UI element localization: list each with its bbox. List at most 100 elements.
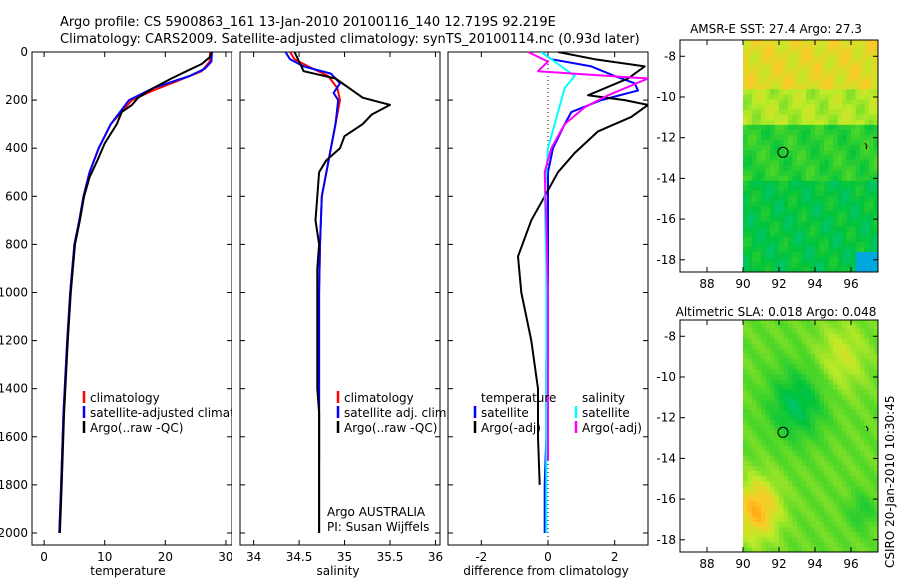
heatmap-cell [851, 358, 856, 365]
heatmap-cell [765, 266, 771, 272]
heatmap-cell [756, 521, 762, 527]
heatmap-cell [797, 68, 802, 74]
heatmap-cell [761, 109, 766, 115]
salinity-xlabel: salinity [316, 564, 359, 578]
heatmap-cell [797, 266, 802, 272]
heatmap-cell [828, 205, 834, 212]
heatmap-cell [788, 485, 793, 492]
heatmap-cell [810, 440, 816, 446]
heatmap-cell [743, 440, 748, 446]
heatmap-cell [873, 434, 878, 441]
heatmap-cell [860, 338, 865, 344]
heatmap-cell [774, 124, 780, 130]
heatmap-cell [833, 348, 838, 354]
heatmap-cell [837, 78, 843, 85]
heatmap-cell [806, 368, 811, 375]
heatmap-cell [797, 200, 802, 207]
heatmap-cell [806, 409, 811, 416]
heatmap-cell [851, 93, 856, 100]
heatmap-cell [855, 104, 861, 110]
heatmap-cell [743, 200, 748, 207]
heatmap-cell [855, 160, 861, 166]
heatmap-cell [801, 40, 807, 44]
heatmap-cell [770, 546, 775, 552]
heatmap-cell [752, 53, 757, 59]
heatmap-cell [828, 531, 834, 538]
heatmap-cell [765, 536, 771, 543]
heatmap-cell [855, 231, 861, 237]
heatmap-cell [833, 541, 838, 548]
heatmap-cell [864, 129, 870, 136]
heatmap-cell [860, 333, 865, 339]
heatmap-cell [797, 394, 802, 400]
heatmap-cell [770, 338, 775, 344]
heatmap-cell [819, 266, 825, 272]
heatmap-cell [770, 541, 775, 548]
heatmap-cell [869, 175, 874, 181]
heatmap-cell [806, 53, 811, 59]
heatmap-cell [810, 445, 816, 451]
heatmap-cell [869, 93, 874, 100]
heatmap-cell [783, 246, 789, 253]
heatmap-cell [792, 338, 798, 344]
heatmap-cell [774, 328, 780, 334]
heatmap-cell [873, 43, 878, 49]
heatmap-cell [833, 384, 838, 390]
series-line [527, 52, 648, 461]
heatmap-cell [797, 109, 802, 115]
heatmap-cell [869, 185, 874, 191]
heatmap-cell [779, 419, 784, 426]
heatmap-cell [756, 445, 762, 451]
heatmap-cell [819, 490, 825, 497]
heatmap-cell [846, 511, 852, 517]
heatmap-cell [869, 83, 874, 90]
heatmap-cell [810, 190, 816, 197]
heatmap-cell [765, 210, 771, 217]
heatmap-cell [792, 455, 798, 461]
heatmap-cell [873, 83, 878, 90]
heatmap-cell [747, 256, 753, 263]
heatmap-cell [851, 399, 856, 405]
heatmap-cell [855, 501, 861, 507]
heatmap-cell [747, 348, 753, 354]
heatmap-cell [837, 205, 843, 212]
heatmap-cell [851, 190, 856, 197]
heatmap-cell [869, 154, 874, 161]
heatmap-cell [806, 99, 811, 105]
heatmap-cell [815, 170, 820, 176]
heatmap-cell [869, 470, 874, 477]
heatmap-cell [801, 216, 807, 222]
heatmap-cell [810, 78, 816, 85]
heatmap-cell [801, 53, 807, 59]
heatmap-cell [747, 465, 753, 471]
heatmap-cell [761, 73, 766, 80]
heatmap-cell [855, 531, 861, 538]
heatmap-cell [783, 424, 789, 431]
heatmap-cell [792, 424, 798, 431]
heatmap-cell [815, 399, 820, 405]
heatmap-cell [770, 323, 775, 329]
heatmap-cell [743, 490, 748, 497]
heatmap-cell [801, 109, 807, 115]
heatmap-cell [869, 119, 874, 125]
heatmap-cell [869, 389, 874, 395]
heatmap-cell [761, 440, 766, 446]
heatmap-cell [810, 414, 816, 421]
heatmap-cell [810, 333, 816, 339]
heatmap-cell [752, 404, 757, 410]
legend-entry: satellite [481, 406, 529, 420]
heatmap-cell [770, 480, 775, 487]
heatmap-cell [801, 149, 807, 156]
heatmap-cell [743, 63, 748, 69]
heatmap-cell [819, 541, 825, 548]
heatmap-cell [869, 104, 874, 110]
heatmap-cell [846, 455, 852, 461]
heatmap-cell [824, 109, 829, 115]
heatmap-cell [842, 343, 847, 349]
heatmap-cell [774, 506, 780, 512]
heatmap-cell [770, 363, 775, 370]
heatmap-cell [819, 134, 825, 141]
heatmap-cell [788, 114, 793, 120]
heatmap-cell [788, 343, 793, 349]
heatmap-cell [873, 129, 878, 136]
